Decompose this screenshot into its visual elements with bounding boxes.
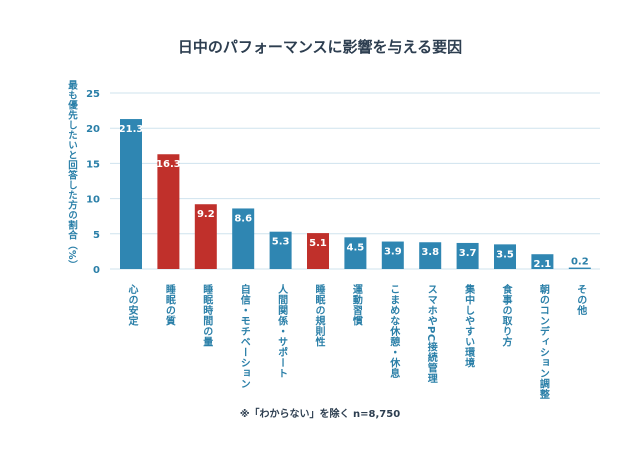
category-label: 心の安定 <box>126 284 137 326</box>
data-label: 2.1 <box>534 259 552 270</box>
data-label: 4.5 <box>347 242 365 253</box>
bar <box>568 267 591 269</box>
footnote: ※「わからない」を除く n=8,750 <box>239 409 401 420</box>
category-label: 集中しやすい環境 <box>462 284 474 368</box>
bar <box>381 241 404 269</box>
category-label: こまめな休憩・休息 <box>387 284 399 379</box>
chart-title: 日中のパフォーマンスに影響を与える要因 <box>177 38 463 56</box>
data-label: 16.3 <box>156 159 181 170</box>
bar <box>232 208 255 269</box>
bar <box>194 204 217 269</box>
y-tick-label: 5 <box>93 230 100 241</box>
data-label: 3.7 <box>459 248 477 259</box>
data-label: 5.3 <box>272 237 290 248</box>
y-tick-label: 25 <box>86 89 100 100</box>
bar <box>456 242 479 269</box>
category-label: スマホやPC接続管理 <box>425 284 437 384</box>
category-label: 自信・モチベーション <box>238 284 250 389</box>
data-label: 3.9 <box>384 247 402 258</box>
category-label: 睡眠の規則性 <box>313 284 324 347</box>
bar <box>157 154 180 269</box>
data-label: 21.3 <box>119 124 144 135</box>
bar <box>531 254 554 269</box>
data-label: 9.2 <box>197 209 215 220</box>
data-label: 0.2 <box>571 257 589 268</box>
bar <box>494 244 516 269</box>
data-label: 3.5 <box>496 249 514 260</box>
category-label: その他 <box>574 284 586 316</box>
data-label: 3.8 <box>421 247 439 258</box>
category-label: 朝のコンディション調整 <box>537 284 549 400</box>
bar <box>307 233 329 269</box>
bar <box>419 242 442 269</box>
y-tick-label: 0 <box>93 265 100 276</box>
category-label: 睡眠の質 <box>163 284 175 326</box>
category-label: 睡眠時間の量 <box>200 284 212 347</box>
category-label: 人間関係・サポート <box>275 284 287 379</box>
category-label: 運動習慣 <box>350 284 362 326</box>
y-tick-label: 20 <box>86 124 100 135</box>
bar <box>344 237 367 269</box>
category-label: 食事の取り方 <box>500 284 511 347</box>
y-tick-label: 15 <box>86 159 100 170</box>
bar <box>120 119 142 269</box>
bar <box>269 231 292 269</box>
y-tick-label: 10 <box>86 195 100 206</box>
data-label: 5.1 <box>309 238 327 249</box>
data-label: 8.6 <box>234 213 252 224</box>
y-axis-label: 最も優先したいと回答した方の割合（%） <box>66 80 77 271</box>
